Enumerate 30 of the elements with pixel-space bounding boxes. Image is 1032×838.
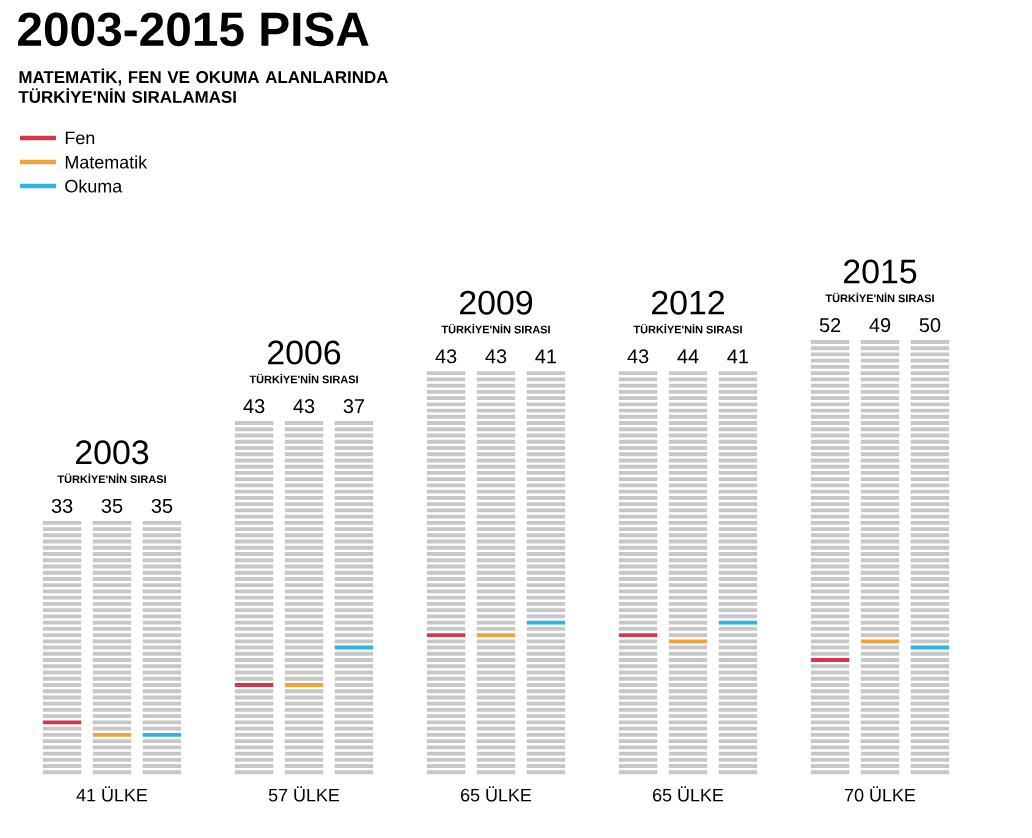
data-label: 41 [535, 349, 557, 364]
data-label: 33 [51, 498, 73, 513]
category-label: 2003 [76, 440, 149, 465]
category-label: 2015 [844, 259, 917, 284]
data-label: 35 [151, 498, 173, 513]
data-label: 37 [343, 399, 365, 414]
data-label: 70 ÜLKE [845, 786, 916, 802]
data-label: 65 ÜLKE [653, 786, 724, 802]
data-label: 52 [819, 318, 841, 333]
category-label: 2012 [652, 290, 724, 315]
data-label: 43 [293, 399, 315, 414]
category-label: 2006 [268, 340, 341, 365]
data-label: 44 [677, 349, 699, 364]
data-label: 43 [243, 399, 265, 414]
data-label: 41 ÜLKE [76, 786, 148, 802]
data-label: 49 [869, 318, 891, 333]
data-label: 57 ÜLKE [268, 786, 340, 802]
data-label: 65 ÜLKE [461, 786, 532, 802]
legend-label: Matematik [65, 155, 148, 169]
data-label: 50 [919, 318, 941, 333]
text: MATEMATİK, FEN VE OKUMA ALANLARINDA TÜRKİYE'NİN SIRALAMASI [18, 68, 388, 103]
data-label: 43 [435, 349, 457, 364]
data-label: 35 [101, 498, 123, 513]
legend-label: Fen [65, 131, 95, 145]
category-label: 2009 [460, 290, 533, 315]
data-label: 41 [727, 349, 749, 364]
legend-label: Okuma [65, 179, 123, 193]
data-label: 43 [627, 349, 649, 364]
text: 2003-2015 PISA [18, 12, 369, 47]
data-label: 43 [485, 349, 507, 364]
